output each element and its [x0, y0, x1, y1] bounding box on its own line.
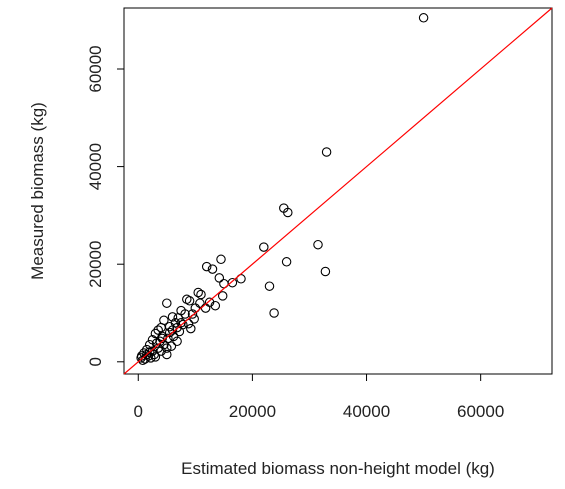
data-point	[196, 289, 206, 300]
data-point	[195, 298, 205, 308]
data-point	[144, 347, 155, 357]
data-point	[200, 303, 211, 313]
data-point	[320, 266, 331, 277]
data-point	[418, 13, 429, 23]
y-tick-label: 20000	[86, 241, 105, 288]
data-point	[283, 207, 293, 218]
data-point	[269, 308, 279, 318]
y-tick-label: 60000	[86, 45, 105, 92]
data-point	[172, 336, 182, 347]
data-point	[167, 312, 178, 322]
data-point	[187, 309, 198, 319]
data-point	[264, 281, 275, 291]
data-point	[155, 336, 165, 347]
x-axis: 0 20000 40000 60000	[134, 373, 504, 421]
data-point	[150, 352, 161, 362]
y-axis-title: Measured biomass (kg)	[28, 102, 47, 280]
x-tick-label: 40000	[343, 402, 390, 421]
data-point	[321, 147, 332, 157]
data-point	[259, 242, 269, 252]
data-point	[214, 273, 225, 283]
y-tick-label: 0	[86, 357, 105, 366]
data-point	[167, 325, 178, 335]
points-layer	[123, 7, 553, 375]
y-tick-label: 40000	[86, 143, 105, 190]
data-point	[173, 313, 183, 323]
y-axis: 0 20000 40000 60000	[86, 45, 125, 367]
data-point	[144, 339, 155, 350]
x-tick-label: 0	[134, 402, 143, 421]
reference-line	[123, 7, 553, 375]
data-point	[164, 327, 175, 338]
data-point	[142, 349, 152, 360]
data-point	[176, 318, 186, 328]
data-point	[207, 264, 218, 274]
data-point	[162, 343, 172, 353]
data-point	[227, 277, 238, 288]
data-point	[216, 254, 226, 265]
data-point	[182, 294, 192, 305]
x-tick-label: 60000	[457, 402, 504, 421]
data-point	[162, 298, 172, 308]
data-point	[201, 261, 212, 272]
data-point	[186, 323, 196, 334]
x-axis-title: Estimated biomass non-height model (kg)	[181, 459, 495, 478]
x-tick-label: 20000	[229, 402, 276, 421]
data-point	[210, 300, 221, 311]
data-point	[281, 257, 292, 267]
data-point	[313, 239, 323, 250]
data-point	[156, 346, 166, 356]
data-point	[166, 341, 177, 351]
data-point	[217, 291, 228, 301]
data-point	[162, 349, 172, 360]
data-point	[193, 287, 203, 298]
